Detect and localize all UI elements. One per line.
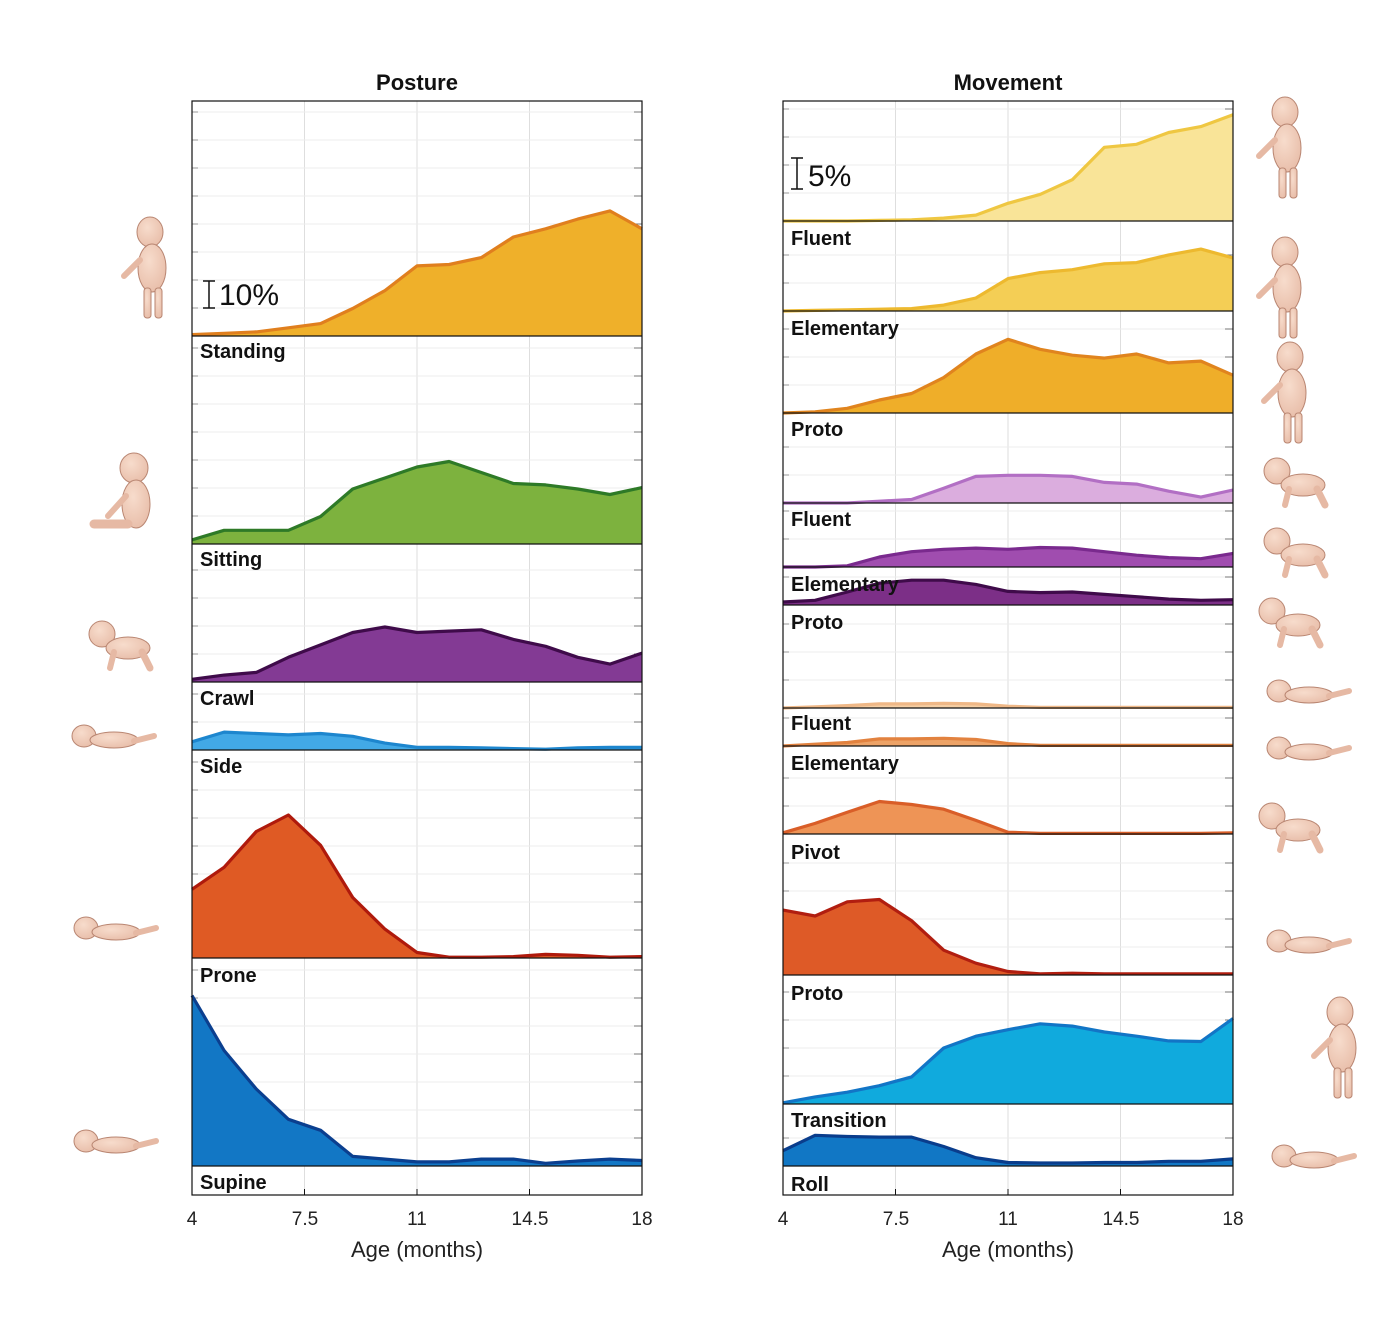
movement-scale-label: 5% (808, 160, 851, 193)
movement-line-proto (782, 337, 1234, 415)
movement-scale-bar: 5% (791, 157, 851, 193)
movement-series-label: Elementary (791, 753, 900, 775)
movement-series-label: Fluent (791, 228, 851, 250)
movement-series-label: Pivot (791, 842, 840, 864)
posture-line-sitting (191, 459, 643, 542)
infant-icon (1271, 1144, 1357, 1169)
infant-icon (121, 216, 167, 319)
movement-area-fluent (783, 114, 1233, 221)
infant-icon (1266, 736, 1352, 761)
movement-series-label: Elementary (791, 318, 900, 340)
posture-area-sitting (192, 461, 642, 544)
movement-series-label: Transition (791, 1110, 887, 1132)
posture-x-axis-label: Age (months) (351, 1237, 483, 1262)
movement-area-pivot (783, 801, 1233, 834)
movement-x-tick-label: 4 (778, 1209, 789, 1230)
movement-area-proto (783, 899, 1233, 975)
posture-area-prone (192, 815, 642, 958)
movement-line-elementary (783, 545, 1234, 569)
posture-x-tick-label: 14.5 (512, 1209, 549, 1230)
infant-icon (88, 620, 154, 672)
movement-line-proto (782, 897, 1233, 976)
infant-icon (1258, 802, 1324, 854)
posture-area-crawl (192, 627, 642, 682)
infant-illustrations (71, 96, 1357, 1169)
movement-series-label: Proto (791, 983, 843, 1005)
posture-series-label: Sitting (200, 549, 262, 571)
posture-series-label: Side (200, 756, 242, 778)
infant-icon (1311, 996, 1357, 1099)
infant-icon (1263, 457, 1329, 509)
infant-icon (1266, 929, 1352, 954)
posture-line-side (191, 730, 642, 751)
infant-icon (1266, 679, 1352, 704)
movement-x-tick-label: 11 (998, 1209, 1018, 1230)
posture-x-tick-label: 18 (631, 1209, 652, 1230)
movement-x-tick-label: 18 (1222, 1209, 1243, 1230)
posture-series-label: Standing (200, 341, 286, 363)
movement-x-tick-label: 14.5 (1103, 1209, 1140, 1230)
movement-series-label: Roll (791, 1174, 829, 1196)
infant-icon (1261, 341, 1307, 444)
posture-title: Posture (376, 70, 458, 95)
posture-series-label: Crawl (200, 688, 254, 710)
posture-line-crawl (191, 625, 643, 681)
infant-icon (1263, 527, 1329, 579)
movement-series-label: Proto (791, 612, 843, 634)
posture-area-side (192, 732, 642, 750)
infant-icon (73, 1129, 159, 1154)
posture-panel: Standing Sitting Crawl Side Prone Supine (190, 100, 643, 1196)
posture-series-label: Prone (200, 965, 257, 987)
movement-series-label: Fluent (791, 713, 851, 735)
posture-x-tick-label: 11 (407, 1209, 427, 1230)
infant-icon (71, 724, 157, 749)
movement-title: Movement (954, 70, 1063, 95)
movement-line-elementary (782, 247, 1234, 313)
posture-scale-bar: 10% (203, 279, 279, 312)
movement-series-label: Fluent (791, 509, 851, 531)
infant-icon (1256, 236, 1302, 339)
movement-area-proto (783, 339, 1233, 413)
posture-line-supine (190, 994, 643, 1165)
movement-area-roll (783, 1135, 1233, 1166)
infant-icon (89, 452, 151, 529)
posture-series-label: Supine (200, 1172, 267, 1194)
posture-x-tick-label: 7.5 (292, 1209, 318, 1230)
posture-area-standing (192, 210, 642, 336)
movement-x-axis-label: Age (months) (942, 1237, 1074, 1262)
posture-x-tick-label: 4 (187, 1209, 198, 1230)
movement-series-label: Elementary (791, 574, 900, 596)
posture-area-supine (192, 995, 642, 1166)
infant-icon (1258, 597, 1324, 649)
movement-area-fluent (783, 475, 1233, 503)
movement-panel: Fluent Elementary Proto Fluent Elementary Pro… (782, 100, 1234, 1196)
movement-line-proto (782, 578, 1234, 604)
posture-line-prone (191, 813, 643, 959)
movement-x-tick-label: 7.5 (883, 1209, 909, 1230)
movement-line-transition (782, 1017, 1234, 1105)
movement-series-label: Proto (791, 419, 843, 441)
movement-area-elementary (783, 547, 1233, 567)
posture-scale-label: 10% (219, 279, 279, 312)
infant-icon (1256, 96, 1302, 199)
posture-line-standing (191, 209, 643, 337)
infant-icon (73, 916, 159, 941)
movement-line-roll (782, 1133, 1234, 1165)
